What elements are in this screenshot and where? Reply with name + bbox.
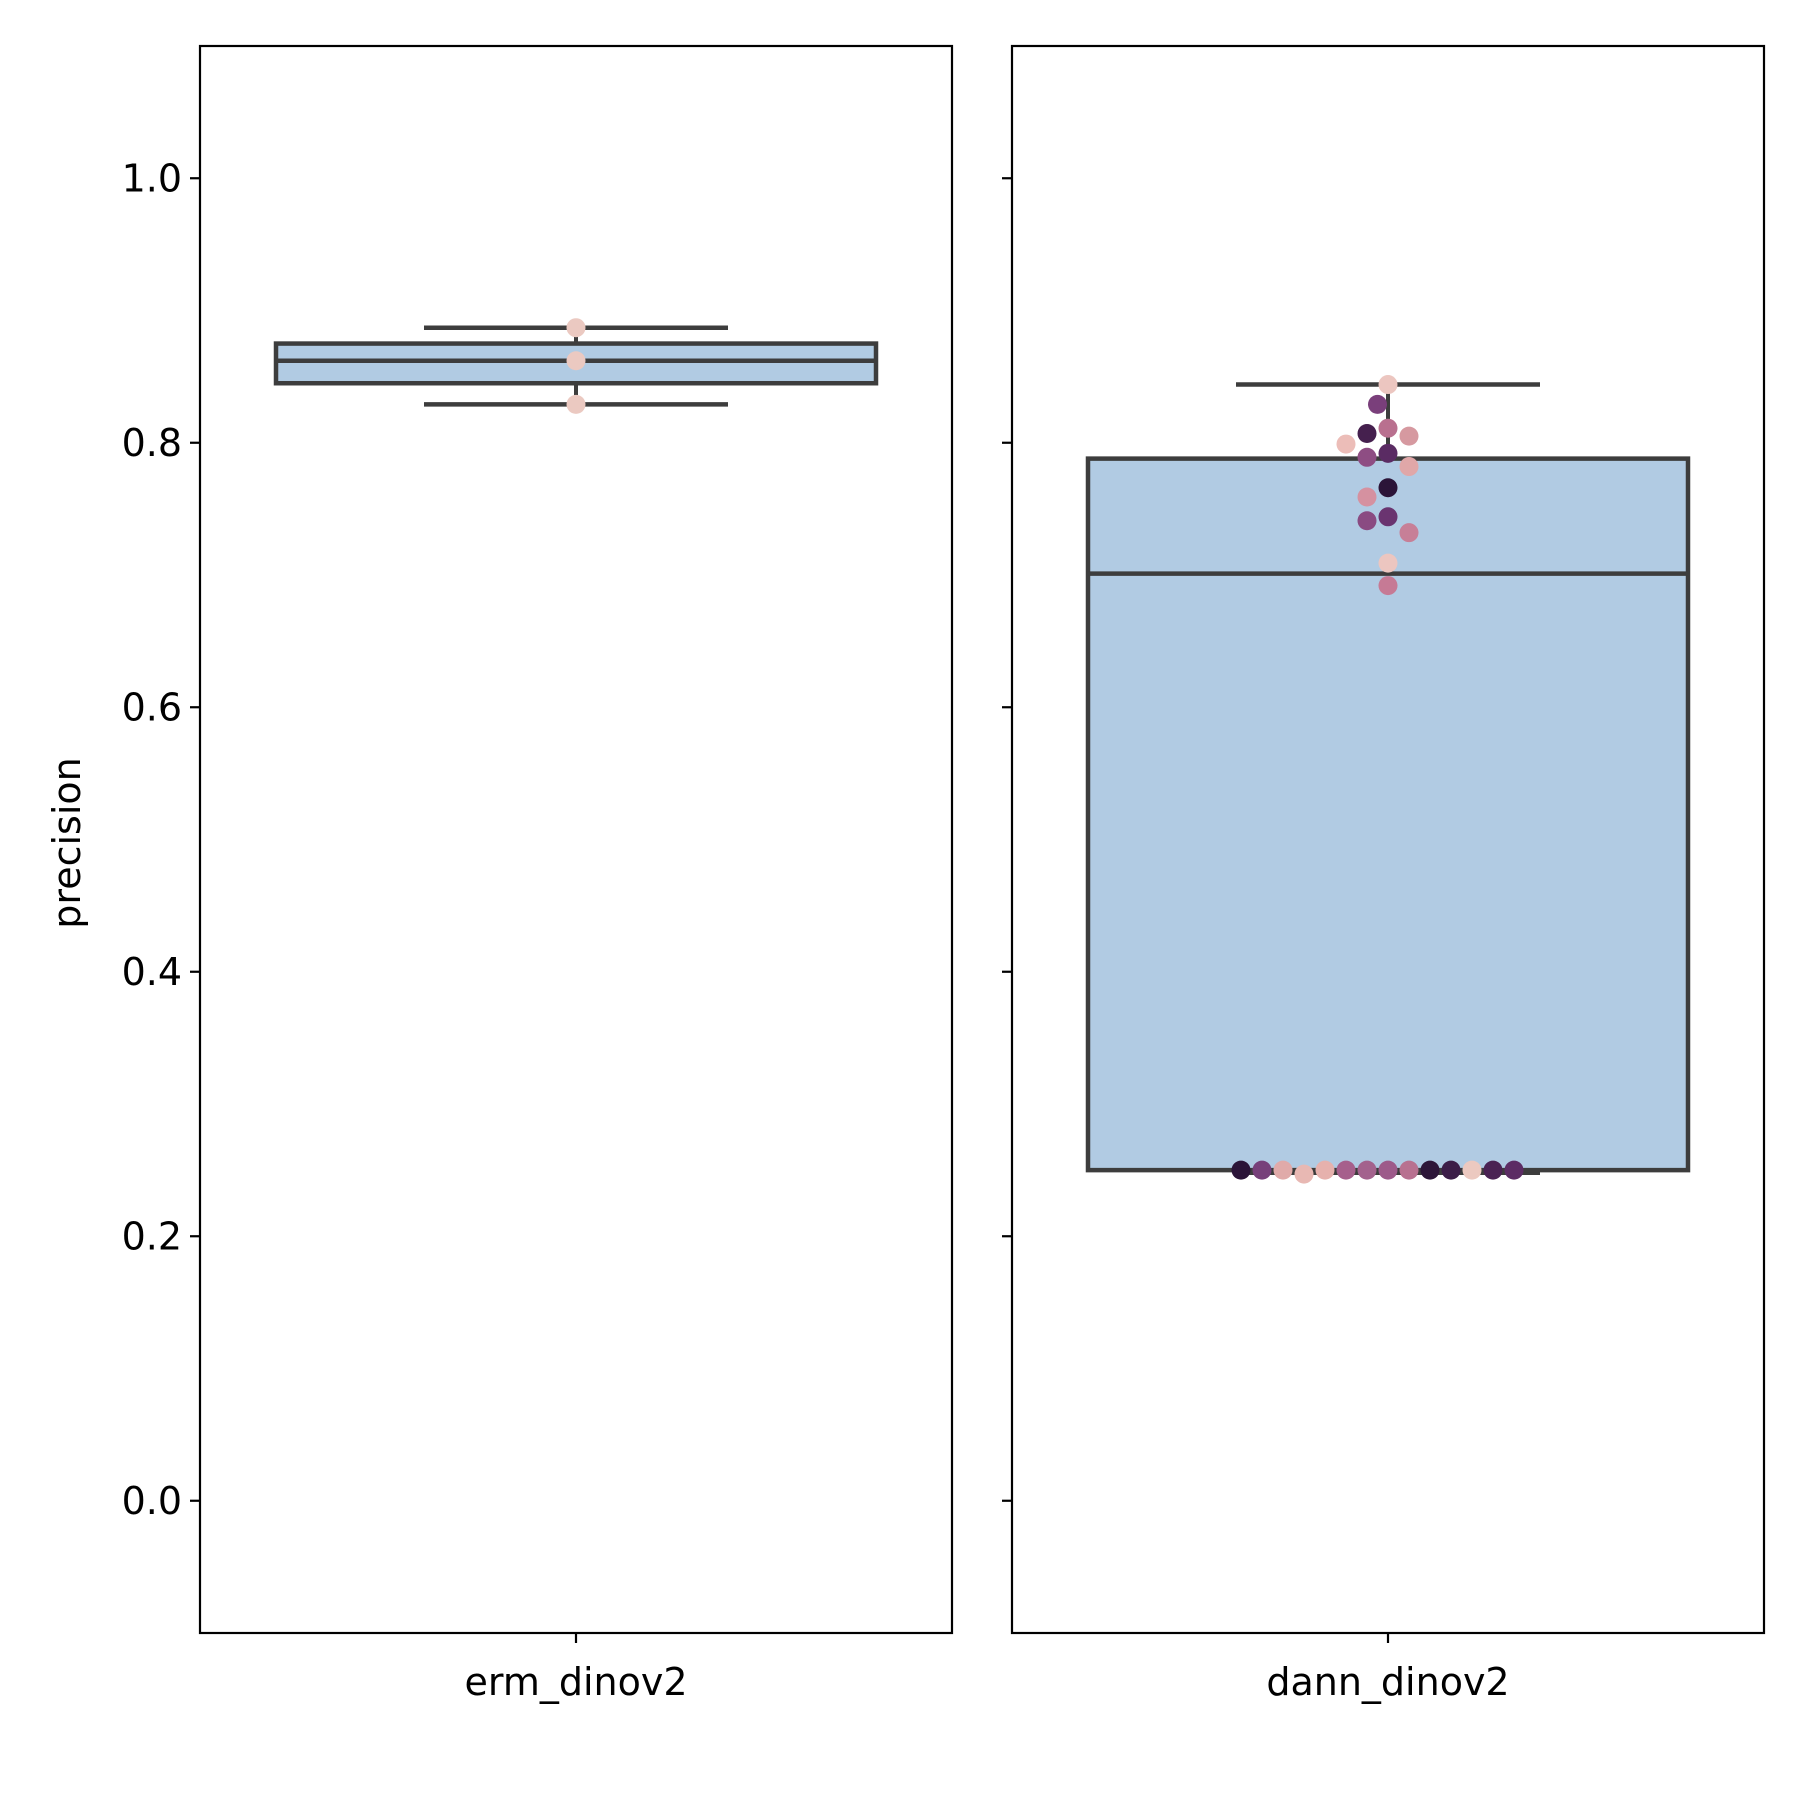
y-tick-label: 0.4: [122, 950, 182, 994]
swarm-point: [1368, 394, 1387, 414]
swarm-point: [1420, 1160, 1440, 1180]
y-tick-label: 0.6: [122, 685, 182, 729]
swarm-point: [1378, 478, 1398, 498]
swarm-point: [1378, 1160, 1398, 1180]
panel-erm-dinov2: 0.0 0.2 0.4 0.6 0.8 1.0 erm_dinov2: [122, 44, 954, 1704]
x-category-label: erm_dinov2: [464, 1660, 687, 1704]
y-tick-label: 0.8: [122, 421, 182, 465]
swarm-point: [1462, 1160, 1482, 1180]
swarm-point: [1399, 426, 1419, 446]
swarm-point: [1378, 553, 1398, 573]
swarm-point: [1252, 1160, 1272, 1180]
y-axis-label: precision: [45, 757, 89, 928]
swarm-point: [566, 351, 586, 371]
swarm-point: [1273, 1160, 1293, 1180]
swarm-point: [1357, 423, 1377, 443]
axes-frame: [198, 44, 954, 1635]
swarm-point: [1378, 443, 1398, 463]
swarm-point: [1336, 434, 1356, 454]
y-tick-label: 1.0: [122, 156, 182, 200]
swarm-point: [1336, 1160, 1356, 1180]
swarm-point: [1231, 1160, 1251, 1180]
swarm-point: [1357, 487, 1377, 507]
swarm-point: [1378, 576, 1398, 596]
swarm-point: [1357, 447, 1377, 467]
swarm-point: [1294, 1164, 1314, 1184]
y-tick-label: 0.2: [122, 1214, 182, 1258]
swarm-point: [1441, 1160, 1461, 1180]
swarm-point: [1357, 511, 1377, 531]
y-tick-label: 0.0: [122, 1479, 182, 1523]
swarm-point: [1378, 375, 1398, 395]
swarm-point: [1357, 1160, 1377, 1180]
swarm-point: [1378, 507, 1398, 527]
swarm-point: [1504, 1160, 1524, 1180]
swarm-point: [1315, 1160, 1335, 1180]
panel-dann-dinov2: dann_dinov2: [1002, 44, 1766, 1704]
swarm-point: [1399, 523, 1419, 543]
swarm-point: [1399, 457, 1419, 477]
swarm-point: [1399, 1160, 1419, 1180]
swarm-point: [566, 394, 586, 414]
x-category-label: dann_dinov2: [1266, 1660, 1509, 1704]
swarm-point: [1378, 418, 1398, 438]
swarm-point: [566, 318, 586, 338]
swarm-point: [1483, 1160, 1503, 1180]
